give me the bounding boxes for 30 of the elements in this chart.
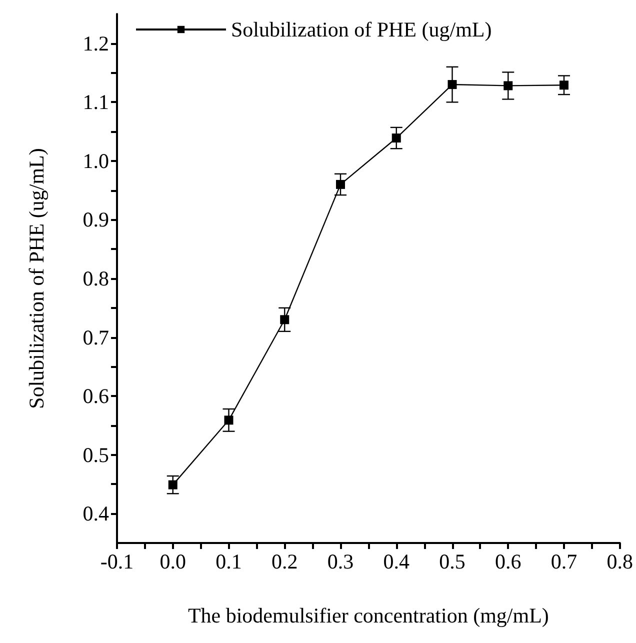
x-axis-title: The biodemulsifier concentration (mg/mL) xyxy=(188,604,549,628)
y-axis-title: Solubilization of PHE (ug/mL) xyxy=(24,148,48,409)
y-tick-label: 0.5 xyxy=(82,442,109,467)
y-tick-label: 1.2 xyxy=(82,31,109,56)
y-tick-label: 0.7 xyxy=(82,325,109,350)
point xyxy=(560,80,568,90)
x-tick-label: -0.1 xyxy=(100,550,134,574)
x-tick-label: 0.0 xyxy=(160,550,186,574)
x-tick-label: 0.2 xyxy=(272,550,298,574)
x-tick-label: 0.6 xyxy=(495,550,522,574)
x-tick-label: 0.7 xyxy=(550,550,578,574)
y-tick-label: 0.4 xyxy=(82,502,110,526)
x-tick-label: 0.4 xyxy=(383,550,410,574)
point xyxy=(280,315,290,324)
point xyxy=(224,416,234,425)
x-tick-label: 0.3 xyxy=(327,550,354,574)
y-tick-label: 1.0 xyxy=(82,148,109,173)
point xyxy=(504,81,513,90)
y-tick-label: 0.8 xyxy=(82,266,109,290)
x-tick-label: 0.8 xyxy=(606,550,633,574)
point xyxy=(168,480,178,490)
point xyxy=(336,180,345,189)
legend-label: Solubilization of PHE (ug/mL) xyxy=(231,18,492,42)
y-tick-label: 1.1 xyxy=(82,90,109,114)
x-tick-label: 0.5 xyxy=(439,550,466,574)
point xyxy=(392,134,401,143)
point xyxy=(448,80,457,90)
y-tick-label: 0.6 xyxy=(82,384,109,408)
y-tick-label: 0.9 xyxy=(82,208,109,232)
x-tick-label: 0.1 xyxy=(216,550,242,574)
